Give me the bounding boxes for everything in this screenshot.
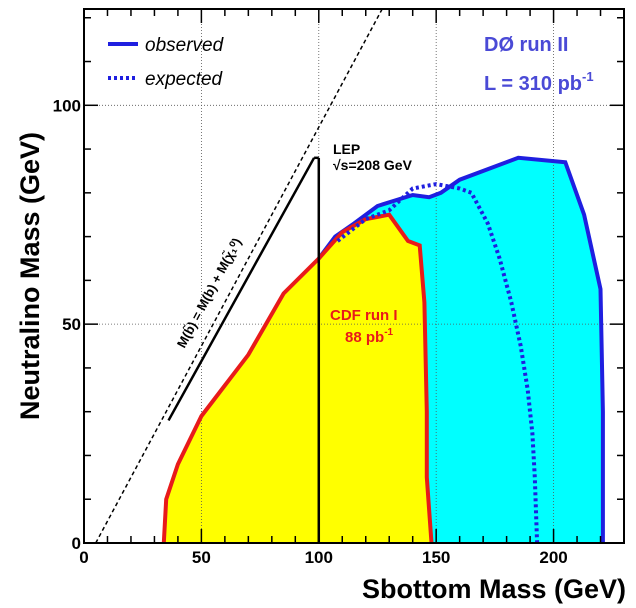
- lep-label: LEP: [333, 141, 360, 157]
- plot-frame: [83, 8, 625, 544]
- cdf-luminosity-value: 88 pb: [345, 329, 384, 346]
- observed-contour: [317, 155, 605, 543]
- legend-observed-label: observed: [145, 35, 225, 56]
- x-tick-label: 150: [422, 548, 450, 567]
- luminosity-value: L = 310 pb: [484, 73, 582, 95]
- experiment-label: DØ run II: [484, 34, 568, 56]
- kinematic-limit-solid-line: [167, 157, 316, 422]
- y-axis-title: Neutralino Mass (GeV): [15, 132, 45, 420]
- x-tick-label: 200: [539, 548, 567, 567]
- y-tick-label: 100: [53, 96, 81, 115]
- x-axis-title: Sbottom Mass (GeV): [362, 574, 626, 604]
- x-tick-label: 100: [305, 548, 333, 567]
- y-tick-label: 50: [62, 315, 81, 334]
- axis-ticks: [83, 9, 624, 544]
- legend: observed expected: [108, 35, 225, 90]
- cdf-label: CDF run I: [330, 307, 398, 324]
- cdf-luminosity-exponent: -1: [384, 327, 393, 338]
- expected-contour: [336, 182, 540, 543]
- x-tick-label: 0: [79, 548, 88, 567]
- lep-energy-label: √s=208 GeV: [333, 157, 413, 173]
- cdf-contour: [161, 212, 434, 543]
- y-tick-label: 0: [72, 534, 81, 553]
- tick-labels: 0 50 100 150 200 0 50 100: [53, 96, 568, 567]
- cdf-luminosity-label: 88 pb-1: [345, 327, 394, 346]
- luminosity-label: L = 310 pb-1: [484, 69, 594, 95]
- legend-expected-label: expected: [145, 69, 224, 90]
- x-tick-label: 50: [192, 548, 211, 567]
- cdf-excluded-region: [163, 214, 432, 543]
- luminosity-exponent: -1: [582, 69, 594, 84]
- kinematic-limit-line: [95, 9, 383, 543]
